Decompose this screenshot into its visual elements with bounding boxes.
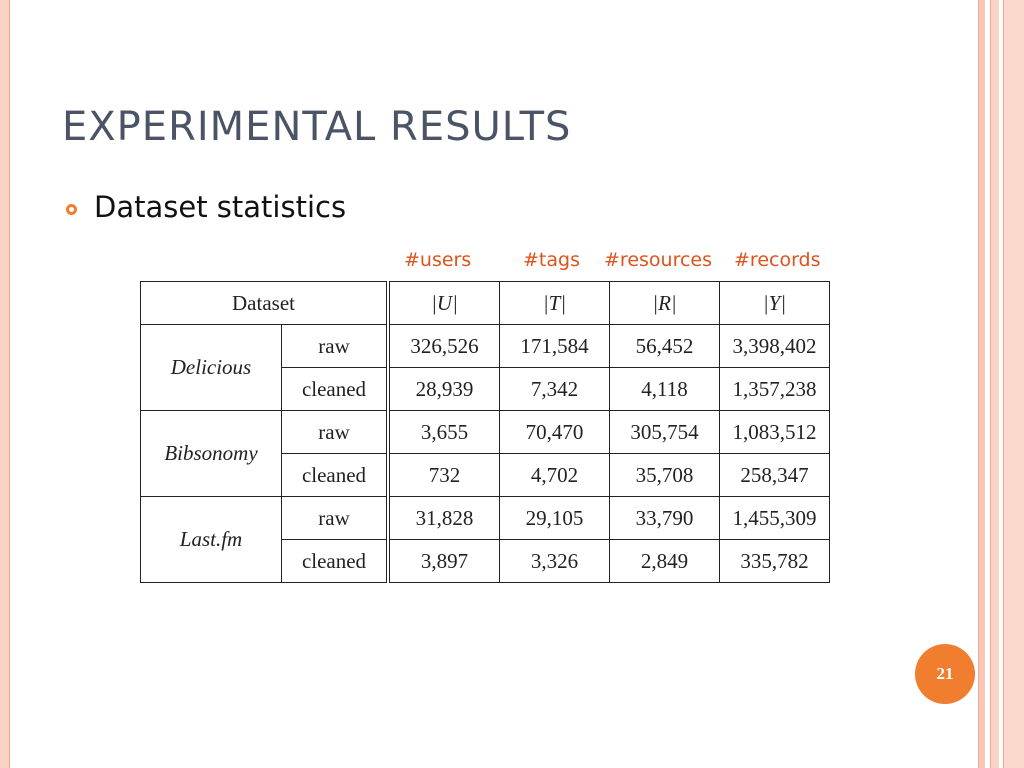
variant-cell: cleaned [281, 539, 390, 583]
header-resources: |R| [609, 281, 720, 325]
value-cell: 3,655 [387, 410, 500, 454]
value-cell: 31,828 [387, 496, 500, 540]
header-dataset: Dataset [140, 281, 390, 325]
bullet-circle-icon [66, 204, 77, 215]
value-cell: 335,782 [719, 539, 830, 583]
annotation-tags: #tags [523, 249, 580, 271]
value-cell: 2,849 [609, 539, 720, 583]
dataset-name-lastfm: Last.fm [140, 496, 282, 583]
variant-cell: raw [281, 496, 390, 540]
value-cell: 1,083,512 [719, 410, 830, 454]
header-tags: |T| [499, 281, 610, 325]
value-cell: 258,347 [719, 453, 830, 497]
header-records: |Y| [719, 281, 830, 325]
value-cell: 732 [387, 453, 500, 497]
value-cell: 3,897 [387, 539, 500, 583]
value-cell: 305,754 [609, 410, 720, 454]
annotation-records: #records [734, 249, 821, 271]
value-cell: 326,526 [387, 324, 500, 368]
value-cell: 35,708 [609, 453, 720, 497]
value-cell: 4,702 [499, 453, 610, 497]
value-cell: 1,357,238 [719, 367, 830, 411]
table-row: cleaned 732 4,702 35,708 258,347 [141, 453, 830, 497]
slide-border-left [0, 0, 10, 768]
dataset-name-delicious: Delicious [140, 324, 282, 411]
slide-border-right-outer [1003, 0, 1024, 768]
variant-cell: raw [281, 324, 390, 368]
dataset-statistics-table: Dataset |U| |T| |R| |Y| Delicious raw 32… [140, 281, 830, 583]
table-row: Delicious raw 326,526 171,584 56,452 3,3… [140, 324, 830, 411]
variant-cell: raw [281, 410, 390, 454]
slide-border-right-inner [978, 0, 985, 768]
annotation-resources: #resources [604, 249, 712, 271]
dataset-name-bibsonomy: Bibsonomy [140, 410, 282, 497]
header-users: |U| [387, 281, 500, 325]
value-cell: 7,342 [499, 367, 610, 411]
value-cell: 4,118 [609, 367, 720, 411]
value-cell: 3,326 [499, 539, 610, 583]
value-cell: 171,584 [499, 324, 610, 368]
value-cell: 29,105 [499, 496, 610, 540]
table-header-row: Dataset |U| |T| |R| |Y| [140, 281, 830, 325]
bullet-text: Dataset statistics [94, 190, 347, 224]
value-cell: 28,939 [387, 367, 500, 411]
slide-border-right-middle [990, 0, 999, 768]
variant-cell: cleaned [281, 367, 390, 411]
annotation-users: #users [404, 249, 472, 271]
table-row: cleaned 3,897 3,326 2,849 335,782 [141, 539, 830, 583]
value-cell: 70,470 [499, 410, 610, 454]
value-cell: 1,455,309 [719, 496, 830, 540]
table-row: Last.fm raw 31,828 29,105 33,790 1,455,3… [140, 496, 830, 583]
value-cell: 33,790 [609, 496, 720, 540]
page-number-badge: 21 [915, 644, 975, 704]
variant-cell: cleaned [281, 453, 390, 497]
value-cell: 56,452 [609, 324, 720, 368]
table-row: Bibsonomy raw 3,655 70,470 305,754 1,083… [140, 410, 830, 497]
slide-title: EXPERIMENTAL RESULTS [62, 104, 572, 150]
value-cell: 3,398,402 [719, 324, 830, 368]
